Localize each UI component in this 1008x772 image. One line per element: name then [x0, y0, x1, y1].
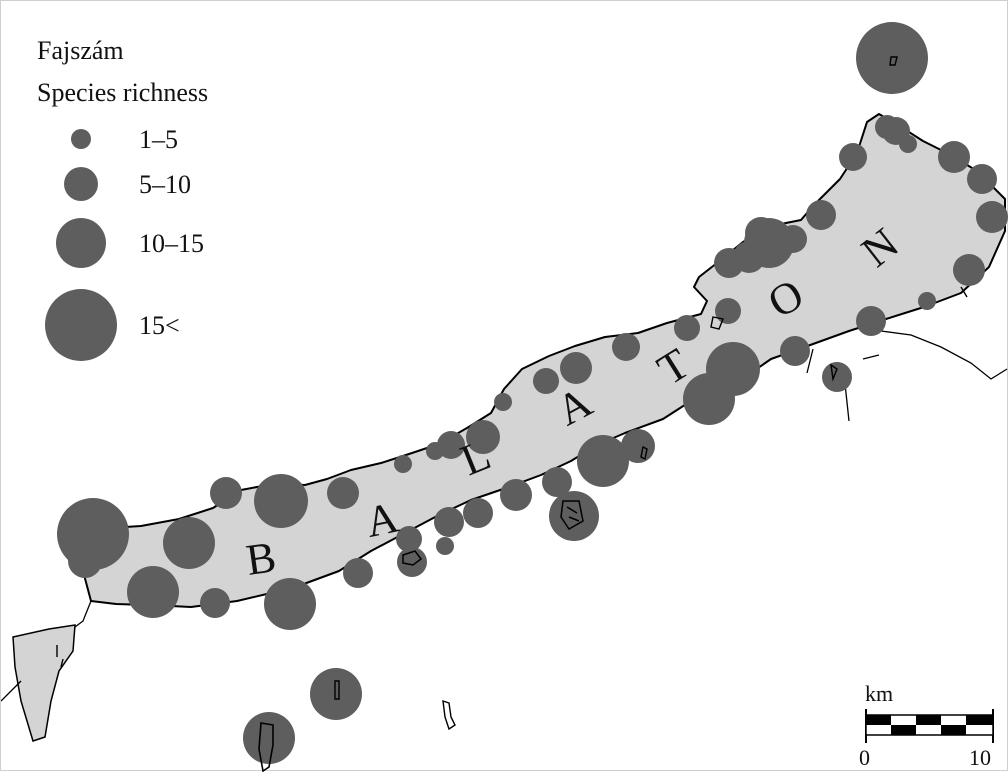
- scale-start-label: 0: [859, 745, 870, 770]
- scale-unit: km: [865, 681, 893, 706]
- legend-symbol-4: [45, 289, 117, 361]
- scale-bar: km 0 10: [859, 681, 994, 770]
- sampling-site-circle: [163, 517, 215, 569]
- sampling-site-circle: [856, 22, 928, 94]
- pond-outline: [56, 645, 64, 668]
- lake-letter: B: [243, 532, 279, 585]
- sampling-site-circle: [822, 362, 852, 392]
- pond-outline: [402, 550, 423, 566]
- sampling-site-circle: [549, 491, 599, 541]
- sampling-site-circle: [967, 164, 997, 194]
- sampling-site-circle: [918, 292, 936, 310]
- sampling-site-circle: [780, 336, 810, 366]
- pond-outline: [258, 722, 274, 772]
- zala-river: [74, 600, 92, 628]
- stream: [862, 354, 880, 360]
- sampling-site-circle: [715, 298, 741, 324]
- sampling-site-circle: [560, 352, 592, 384]
- sampling-site-circle: [714, 248, 744, 278]
- sampling-site-circle: [856, 306, 886, 336]
- sampling-site-circle: [745, 217, 777, 249]
- legend-label-4: 15<: [139, 311, 180, 340]
- legend-title-hungarian: Fajszám: [37, 36, 124, 65]
- pond-outline: [640, 445, 648, 461]
- sampling-site-circle: [68, 544, 102, 578]
- sampling-site-circle: [264, 578, 316, 630]
- sampling-site-circle: [210, 477, 242, 509]
- stream: [806, 348, 814, 374]
- sampling-site-circle: [500, 479, 532, 511]
- pond-outline: [889, 56, 898, 66]
- sampling-site-circle: [437, 431, 465, 459]
- sampling-site-circle: [839, 143, 867, 171]
- legend-symbol-3: [56, 218, 106, 268]
- sampling-site-circle: [254, 474, 308, 528]
- legend-label-2: 5–10: [139, 170, 191, 199]
- sampling-site-circle: [396, 526, 422, 552]
- pond-outline: [830, 363, 838, 382]
- sampling-site-circle: [542, 467, 572, 497]
- legend-symbol-1: [71, 129, 91, 149]
- legend-label-1: 1–5: [139, 125, 178, 154]
- pond-outline: [960, 286, 968, 298]
- sampling-site-circle: [343, 558, 373, 588]
- legend: Fajszám Species richness 1–5 5–10 10–15 15<: [37, 36, 208, 361]
- sampling-site-circle: [310, 668, 362, 720]
- sampling-site-circle: [243, 712, 295, 764]
- sampling-site-circle: [806, 200, 836, 230]
- kis-balaton: [12, 624, 76, 742]
- pond-outline: [334, 680, 340, 700]
- legend-title-english: Species richness: [37, 78, 208, 107]
- sampling-site-circle: [612, 333, 640, 361]
- sampling-site-circle: [436, 537, 454, 555]
- sampling-site-circle: [426, 442, 444, 460]
- sampling-site-circle: [434, 507, 464, 537]
- lake-balaton: [82, 113, 1006, 608]
- sampling-site-circle: [327, 477, 359, 509]
- sampling-site-circle: [621, 429, 655, 463]
- sampling-site-circle: [976, 201, 1008, 233]
- sampling-site-circle: [674, 315, 700, 341]
- scale-end-label: 10: [969, 745, 991, 770]
- pond-outline: [560, 500, 584, 530]
- legend-symbol-2: [64, 167, 98, 201]
- sampling-site-circle: [127, 566, 179, 618]
- sampling-site-circle: [200, 588, 230, 618]
- sampling-site-circle: [899, 135, 917, 153]
- sampling-site-circle: [466, 420, 500, 454]
- sampling-site-circle: [394, 455, 412, 473]
- sampling-site-circle: [577, 435, 629, 487]
- sampling-site-circle: [953, 254, 985, 286]
- sampling-site-circle: [683, 373, 735, 425]
- sampling-site-circle: [938, 141, 970, 173]
- stream: [1, 680, 22, 702]
- sampling-site-circle: [494, 393, 512, 411]
- pond-outline: [710, 316, 724, 330]
- pond-outline: [442, 699, 456, 731]
- sampling-site-circle: [463, 498, 493, 528]
- sampling-site-circle: [533, 368, 559, 394]
- legend-label-3: 10–15: [139, 229, 204, 258]
- sio-canal: [880, 330, 1008, 380]
